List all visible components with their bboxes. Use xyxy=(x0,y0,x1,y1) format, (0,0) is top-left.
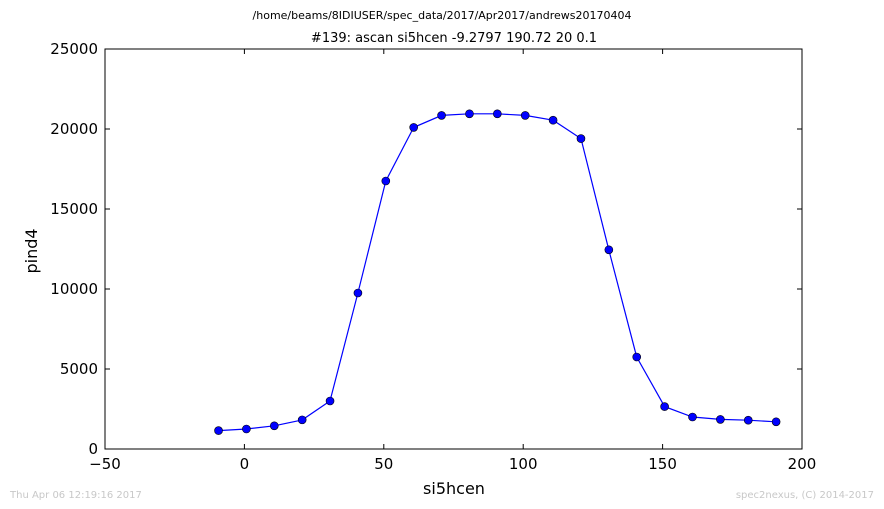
plot-area xyxy=(104,48,803,450)
data-point xyxy=(520,111,530,120)
scan-title: #139: ascan si5hcen -9.2797 190.72 20 0.… xyxy=(311,31,597,46)
data-point xyxy=(771,417,781,427)
data-point xyxy=(604,245,614,255)
y-tick-label: 5000 xyxy=(60,360,98,378)
data-point xyxy=(716,415,725,424)
y-tick-label: 15000 xyxy=(50,200,98,218)
data-point xyxy=(688,412,697,422)
data-point xyxy=(214,426,223,435)
data-point xyxy=(325,396,335,406)
data-point xyxy=(381,176,391,186)
y-tick-label: 0 xyxy=(88,440,98,458)
data-point xyxy=(493,109,502,119)
data-point xyxy=(409,123,418,132)
data-point xyxy=(269,421,279,431)
data-point xyxy=(353,288,363,298)
x-tick-label: 50 xyxy=(374,455,393,473)
x-tick-label: 150 xyxy=(648,455,677,473)
x-tick-label: 0 xyxy=(240,455,250,473)
y-tick-label: 25000 xyxy=(50,40,98,58)
data-series xyxy=(214,109,781,435)
data-point xyxy=(743,415,753,425)
data-point xyxy=(576,134,586,143)
x-tick-label: 100 xyxy=(509,455,538,473)
footer-credit: spec2nexus, (C) 2014-2017 xyxy=(736,490,874,501)
x-tick-label: 200 xyxy=(788,455,817,473)
footer-timestamp: Thu Apr 06 12:19:16 2017 xyxy=(9,490,142,501)
data-point xyxy=(660,402,669,411)
y-axis-label: pind4 xyxy=(22,228,41,273)
y-tick-label: 10000 xyxy=(50,280,98,298)
data-point xyxy=(437,111,446,120)
file-path-title: /home/beams/8IDIUSER/spec_data/2017/Apr2… xyxy=(253,9,632,22)
y-tick-label: 20000 xyxy=(50,120,98,138)
data-point xyxy=(242,424,251,434)
data-point xyxy=(465,109,474,119)
data-point xyxy=(632,352,642,362)
x-tick-label: −50 xyxy=(89,455,121,473)
x-axis-label: si5hcen xyxy=(423,479,485,498)
data-point xyxy=(548,115,558,125)
data-point xyxy=(297,415,307,425)
